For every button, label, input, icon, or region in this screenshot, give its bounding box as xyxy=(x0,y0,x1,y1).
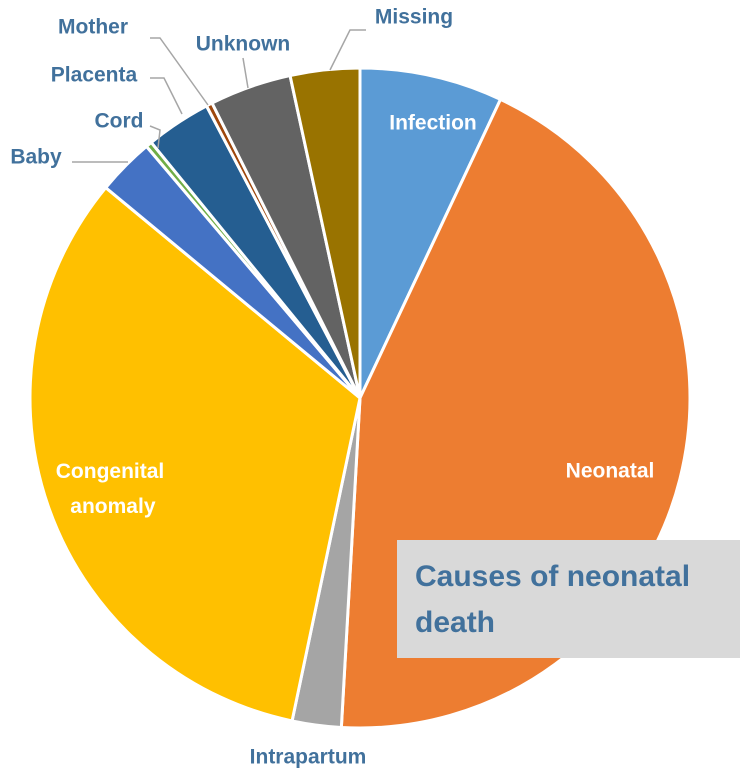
pie-slice xyxy=(358,66,503,399)
slice-label: Missing xyxy=(375,6,453,29)
slice-label: Intrapartum xyxy=(250,746,367,769)
slice-label: Cord xyxy=(95,110,144,133)
chart-title: Causes of neonatal death xyxy=(397,540,740,658)
slice-label: Infection xyxy=(389,112,477,135)
leader-line xyxy=(242,57,249,89)
leader-line xyxy=(150,37,209,106)
leader-line xyxy=(149,125,161,149)
slice-label: Placenta xyxy=(51,64,138,87)
pie-slice xyxy=(288,66,362,399)
slice-label: Mother xyxy=(58,16,128,39)
leader-line xyxy=(329,29,366,71)
pie-slice xyxy=(28,185,362,723)
slice-label: Congenital anomaly xyxy=(56,460,165,518)
slice-label: Baby xyxy=(10,146,62,169)
slice-label: Unknown xyxy=(196,33,291,56)
leader-line xyxy=(150,77,183,115)
slice-label: Neonatal xyxy=(566,460,655,483)
